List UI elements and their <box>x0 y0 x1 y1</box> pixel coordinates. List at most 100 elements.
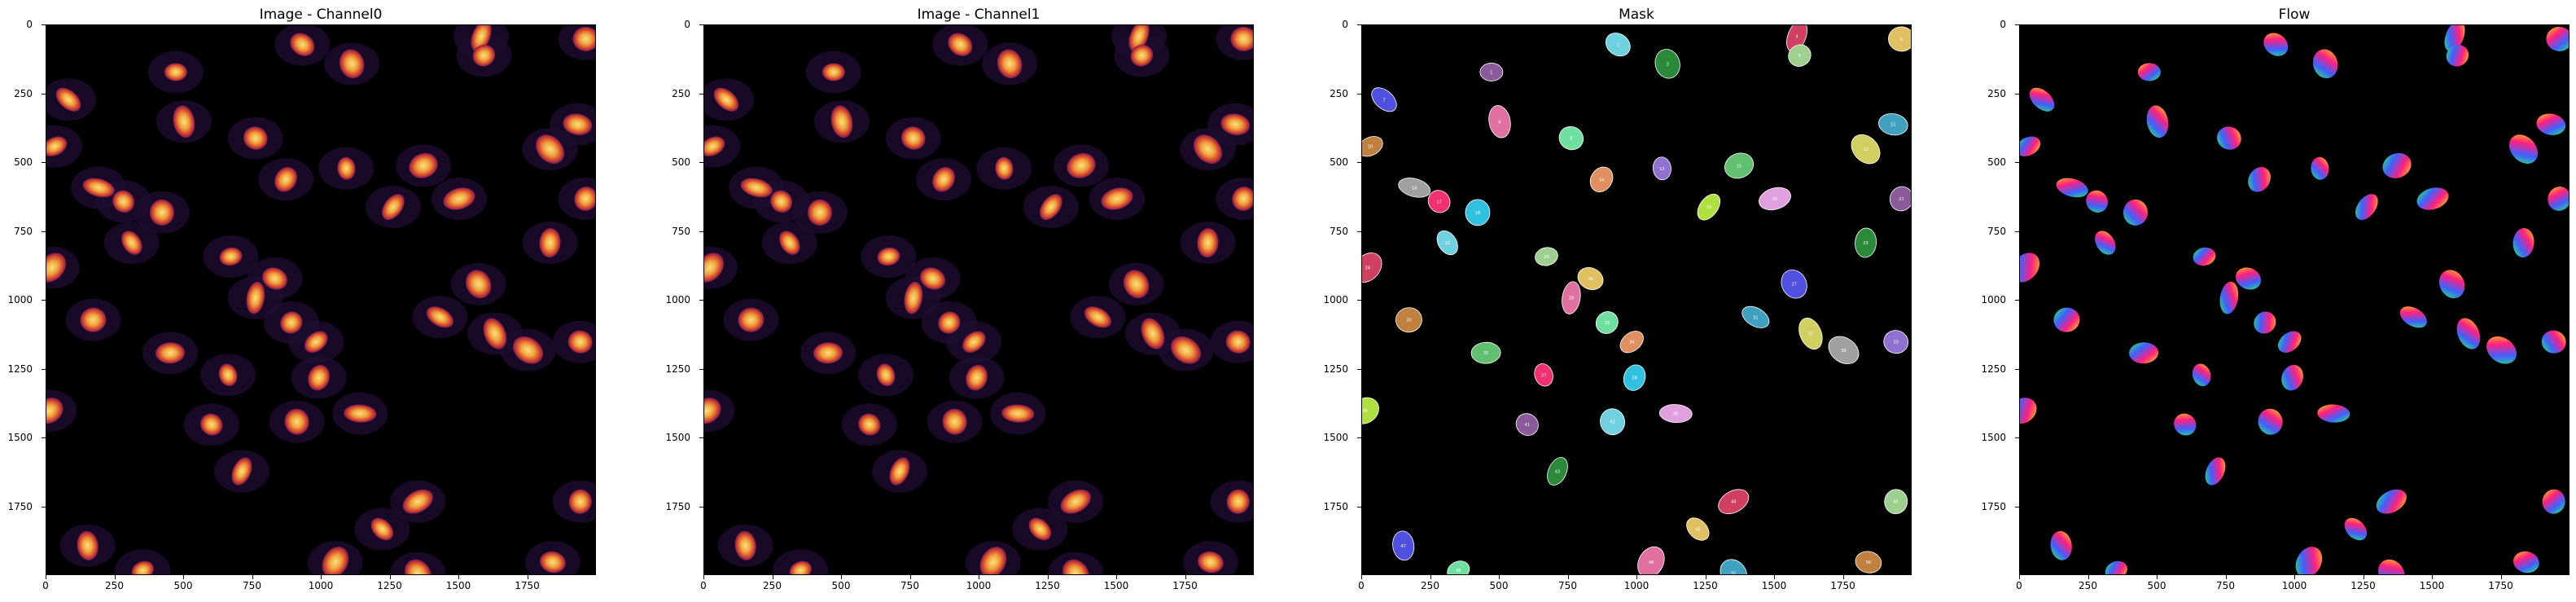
nucleus <box>483 318 507 349</box>
x-tick-mark <box>2500 575 2502 579</box>
panel-title: Image - Channel1 <box>917 7 1040 23</box>
nucleus <box>574 187 595 211</box>
y-tick-label: 0 <box>26 19 33 30</box>
mask-label: 43 <box>1555 470 1560 475</box>
nucleus <box>1123 270 1150 299</box>
y-tick-label: 0 <box>684 19 690 30</box>
mask-label: 49 <box>1456 569 1461 573</box>
nucleus <box>2542 489 2565 514</box>
y-tick-mark <box>2015 231 2019 232</box>
x-tick-mark <box>1636 575 1637 579</box>
x-tick-mark <box>2225 575 2227 579</box>
nucleus <box>1686 517 1710 541</box>
nucleus <box>1362 397 1379 424</box>
nucleus <box>218 363 238 387</box>
nucleus <box>572 26 595 51</box>
x-tick-label: 1000 <box>308 580 334 591</box>
nucleus <box>46 136 68 156</box>
mask-label: 17 <box>1436 200 1441 204</box>
panel-title: Mask <box>1619 7 1654 23</box>
nucleus <box>770 190 793 213</box>
nucleus <box>540 551 566 573</box>
y-tick-label: 1500 <box>1981 432 2006 443</box>
nucleus <box>2248 167 2271 192</box>
image-area <box>703 24 1254 575</box>
mask-label: 30 <box>1406 319 1411 323</box>
x-tick-mark <box>2432 575 2433 579</box>
nucleus <box>2438 270 2465 299</box>
nucleus <box>2355 194 2378 221</box>
nucleus <box>1197 228 1219 257</box>
nucleus <box>219 247 243 266</box>
nucleus <box>1436 230 1458 256</box>
nucleus <box>80 307 107 332</box>
nucleus <box>1720 559 1748 574</box>
mask-label: 29 <box>1605 321 1610 326</box>
nucleus <box>966 364 988 391</box>
nucleus <box>1883 330 1909 354</box>
nucleus <box>2020 398 2037 424</box>
mask-label: 39 <box>1362 409 1367 414</box>
mask-label: 32 <box>1808 332 1813 337</box>
x-tick-label: 1000 <box>966 580 992 591</box>
mask-label: 34 <box>1629 341 1634 345</box>
mask-label: 8 <box>1498 120 1500 125</box>
panel-mask: Mask 1 2 3 4 5 6 7 8 9 10 11 12 13 14 15 16 17 18 19 20 21 22 2… <box>1316 0 1912 602</box>
x-tick-label: 1750 <box>1172 580 1198 591</box>
y-tick-label: 1750 <box>1323 500 1348 512</box>
mask-label: 20 <box>1772 197 1777 202</box>
y-tick-label: 500 <box>1987 156 2006 168</box>
image-svg <box>46 25 595 574</box>
nucleus <box>2512 228 2534 257</box>
nucleus <box>1362 136 1383 157</box>
nucleus <box>901 126 926 150</box>
nucleus <box>1637 546 1665 574</box>
x-tick-label: 750 <box>900 580 919 591</box>
nucleus <box>1465 199 1491 226</box>
nucleus <box>1781 269 1807 299</box>
x-tick-mark <box>1116 575 1117 579</box>
nucleus <box>1652 156 1671 181</box>
nucleus <box>131 560 154 574</box>
x-tick-label: 500 <box>1489 580 1509 591</box>
y-tick-mark <box>699 437 703 438</box>
nucleus <box>1828 336 1860 365</box>
nucleus <box>1558 125 1584 151</box>
nucleus <box>1600 408 1626 436</box>
nucleus <box>2281 364 2303 391</box>
nucleus <box>1888 26 1911 52</box>
nucleus <box>1230 26 1253 51</box>
nucleus <box>1371 87 1397 112</box>
nucleus <box>1130 44 1154 67</box>
nucleus <box>82 178 115 198</box>
y-tick-mark <box>699 24 703 25</box>
x-tick-label: 1500 <box>1103 580 1129 591</box>
y-tick-label: 1000 <box>7 294 33 305</box>
y-tick-label: 1500 <box>7 432 33 443</box>
y-tick-label: 0 <box>2000 19 2006 30</box>
image-svg <box>704 25 1253 574</box>
mask-label: 44 <box>1731 500 1736 505</box>
nucleus <box>567 330 593 354</box>
nucleus <box>2050 530 2072 560</box>
nucleus <box>997 49 1023 79</box>
nucleus <box>2278 331 2302 353</box>
nucleus <box>962 331 986 353</box>
mask-label: 4 <box>1795 35 1798 40</box>
mask-label: 16 <box>1412 186 1417 191</box>
y-tick-mark <box>42 231 46 232</box>
nucleus <box>2513 551 2539 573</box>
nucleus <box>2020 136 2041 156</box>
y-tick-label: 1250 <box>1981 363 2006 375</box>
nucleus <box>2444 25 2465 52</box>
mask-label: 22 <box>1445 241 1450 246</box>
nucleus <box>1001 404 1035 423</box>
nucleus <box>2205 457 2226 486</box>
nucleus <box>149 199 174 226</box>
mask-label: 13 <box>1659 167 1664 172</box>
y-tick-label: 1250 <box>7 363 33 375</box>
y-tick-label: 1750 <box>665 500 690 512</box>
x-tick-label: 1250 <box>1693 580 1718 591</box>
y-tick-mark <box>2015 506 2019 508</box>
nucleus <box>402 489 433 514</box>
